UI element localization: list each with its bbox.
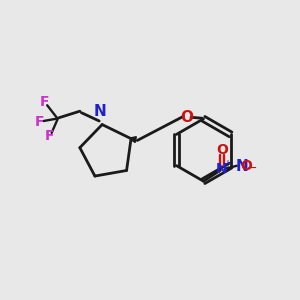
Text: F: F [34, 115, 44, 129]
Text: O: O [241, 159, 253, 173]
Text: +: + [223, 159, 231, 169]
Text: −: − [246, 162, 257, 175]
Text: O: O [181, 110, 194, 125]
Polygon shape [131, 137, 136, 142]
Text: O: O [216, 143, 228, 157]
Text: N: N [93, 104, 106, 119]
Text: N: N [216, 162, 228, 176]
Text: F: F [44, 129, 54, 143]
Text: F: F [39, 95, 49, 109]
Text: N: N [236, 159, 249, 174]
